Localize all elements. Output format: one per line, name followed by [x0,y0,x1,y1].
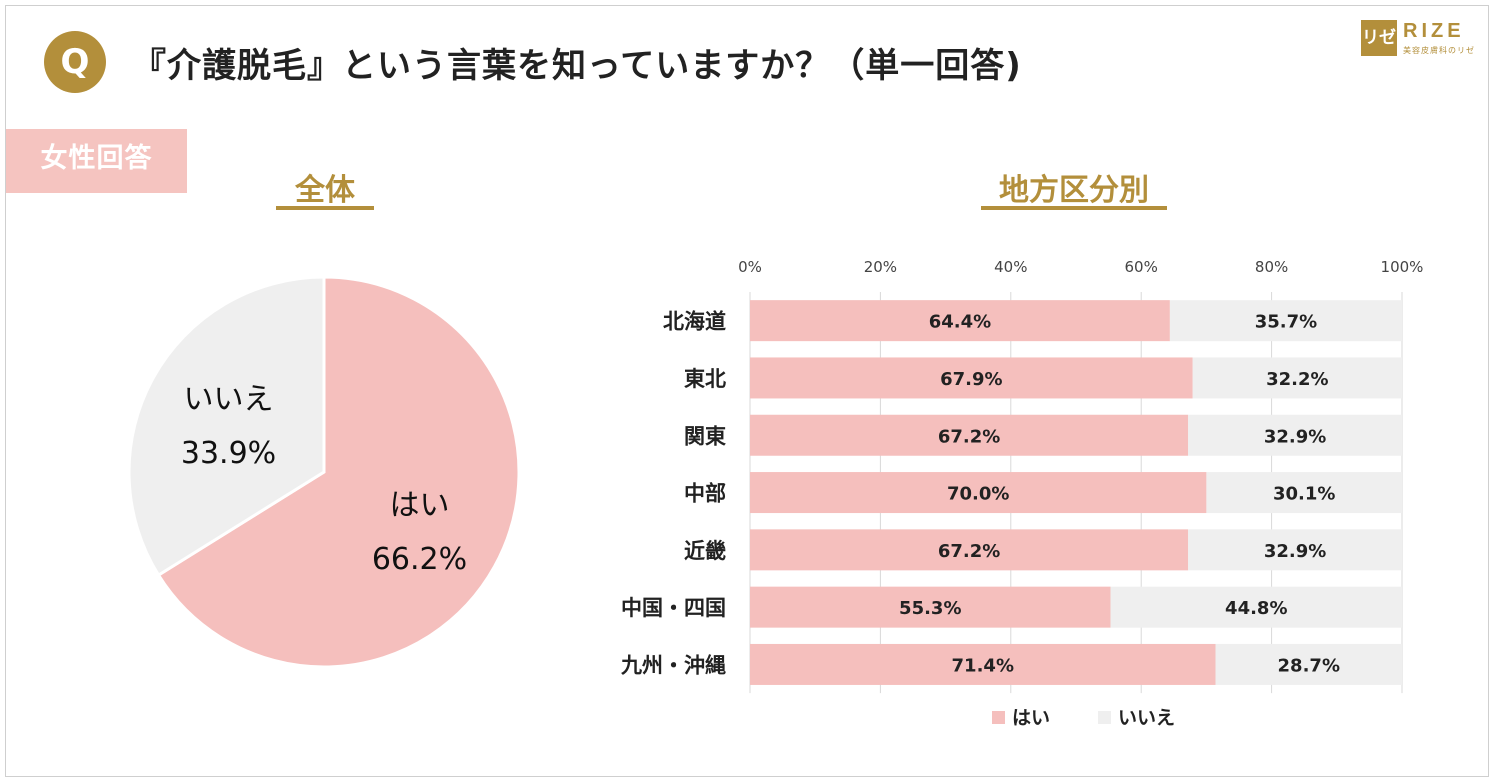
bar-segment-no [1188,529,1402,571]
bar-segment-yes [750,300,1170,342]
category-label: 北海道 [663,310,726,334]
axis-tick-label: 40% [994,258,1027,276]
bar-value-label: 55.3% [899,598,961,619]
legend-swatch-no [1098,711,1111,724]
overall-heading-underline [276,206,374,210]
category-label: 中部 [684,482,726,506]
bar-segment-no [1215,643,1402,685]
logo-mark-icon: リゼ [1361,20,1397,56]
bar-segment-no [1192,357,1402,399]
regional-heading: 地方区分別 [999,173,1149,208]
pie-slice-no [127,275,326,578]
bar-segment-yes [750,643,1216,685]
bar-segment-no [1110,586,1402,628]
bar-segment-yes [750,414,1189,456]
category-label: 中国・四国 [621,596,726,620]
logo-wordmark: RIZE [1403,20,1465,42]
bar-value-label: 32.9% [1264,541,1326,562]
pie-slice-yes [156,275,521,669]
legend-swatch-yes [992,711,1005,724]
pie-value-label: 66.2% [372,542,467,577]
bar-segment-yes [750,472,1207,514]
bar-value-label: 32.2% [1266,369,1328,390]
legend-label: いいえ [1118,707,1175,729]
pie-label: はい [389,488,449,523]
bar-segment-no [1169,300,1402,342]
bar-segment-no [1188,414,1402,456]
axis-tick-label: 20% [864,258,897,276]
bar-value-label: 64.4% [929,312,991,333]
bar-value-label: 30.1% [1273,484,1335,505]
respondent-tag: 女性回答 [6,129,187,193]
pie-value-label: 33.9% [181,436,276,471]
bar-value-label: 71.4% [952,655,1014,676]
bar-segment-yes [750,357,1193,399]
bar-segment-yes [750,586,1111,628]
pie-label: いいえ [184,382,274,417]
regional-heading-underline [981,206,1167,210]
axis-tick-label: 100% [1381,258,1424,276]
stacked-bar-chart: 0% 20% 40% 60% 80% 100% 北海道 64.4% 35.7% 東北 67.9% 32… [620,258,1424,729]
bar-value-label: 70.0% [947,484,1009,505]
category-label: 東北 [684,367,726,391]
bar-value-label: 32.9% [1264,426,1326,447]
category-label: 九州・沖縄 [620,653,726,677]
page-title: 『介護脱毛』という言葉を知っていますか？（単一回答) [132,46,1022,86]
axis-tick-label: 80% [1255,258,1288,276]
bar-segment-yes [750,529,1189,571]
category-label: 近畿 [684,539,726,563]
legend-label: はい [1012,707,1050,729]
chart-frame [5,5,1489,777]
bar-value-label: 28.7% [1278,655,1340,676]
axis-tick-label: 60% [1125,258,1158,276]
bar-value-label: 35.7% [1255,312,1317,333]
category-label: 関東 [684,424,726,448]
bar-value-label: 67.2% [938,541,1000,562]
logo-subtitle: 美容皮膚科のリゼ [1403,46,1475,55]
axis-tick-label: 0% [738,258,762,276]
bar-value-label: 67.2% [938,426,1000,447]
bar-segment-no [1206,472,1402,514]
pie-chart: はい 66.2% いいえ 33.9% [127,275,521,669]
bar-value-label: 44.8% [1225,598,1287,619]
question-badge: Q [44,31,106,93]
bar-value-label: 67.9% [940,369,1002,390]
brand-logo: リゼ RIZE 美容皮膚科のリゼ [1361,20,1481,60]
overall-heading: 全体 [295,173,355,208]
